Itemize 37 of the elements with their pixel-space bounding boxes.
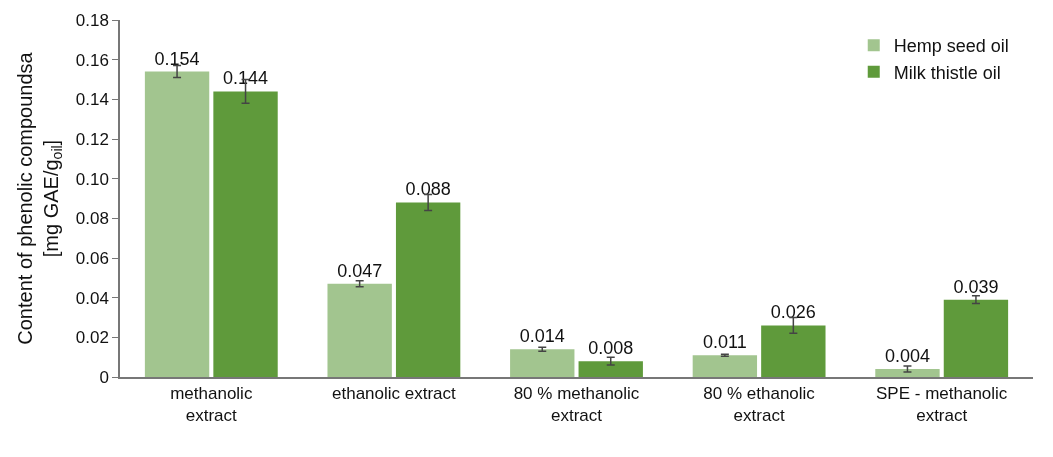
legend-label: Milk thistle oil [893, 62, 1001, 83]
data-label: 0.047 [337, 260, 383, 281]
data-label: 0.004 [884, 346, 930, 367]
bar [692, 355, 758, 377]
y-tick-label: 0.08 [75, 209, 109, 229]
bar [578, 361, 643, 377]
data-label: 0.154 [154, 48, 200, 69]
bar [761, 325, 826, 377]
data-label: 0.014 [519, 326, 565, 347]
x-tick-label: 80 % methanolic extract [513, 384, 640, 426]
y-tick-label: 0.02 [75, 328, 109, 348]
data-label: 0.039 [953, 276, 999, 297]
y-tick-label: 0 [99, 367, 109, 387]
bar [510, 349, 575, 377]
y-tick-label: 0.06 [75, 248, 109, 268]
data-label: 0.008 [588, 338, 634, 359]
data-label: 0.026 [770, 302, 816, 323]
bar [144, 71, 210, 377]
y-tick-label: 0.10 [75, 169, 109, 189]
bar [875, 369, 940, 377]
y-tick-label: 0.14 [75, 90, 109, 110]
x-tick-label: ethanolic extract [332, 384, 457, 404]
bar [943, 299, 1009, 377]
bar [395, 202, 461, 377]
bar [213, 91, 278, 377]
y-tick-label: 0.12 [75, 129, 109, 149]
legend-label: Hemp seed oil [893, 36, 1009, 57]
bar [327, 283, 392, 377]
y-tick-label: 0.18 [75, 10, 109, 30]
data-label: 0.088 [405, 179, 451, 200]
x-tick-label: 80 % ethanolic extract [703, 384, 816, 426]
data-label: 0.011 [703, 332, 747, 353]
data-label: 0.144 [223, 68, 269, 89]
x-tick-label: methanolic extract [170, 384, 253, 426]
x-tick-label: SPE - methanolic extract [876, 384, 1008, 426]
y-tick-label: 0.04 [75, 288, 109, 308]
y-tick-label: 0.16 [75, 50, 109, 70]
